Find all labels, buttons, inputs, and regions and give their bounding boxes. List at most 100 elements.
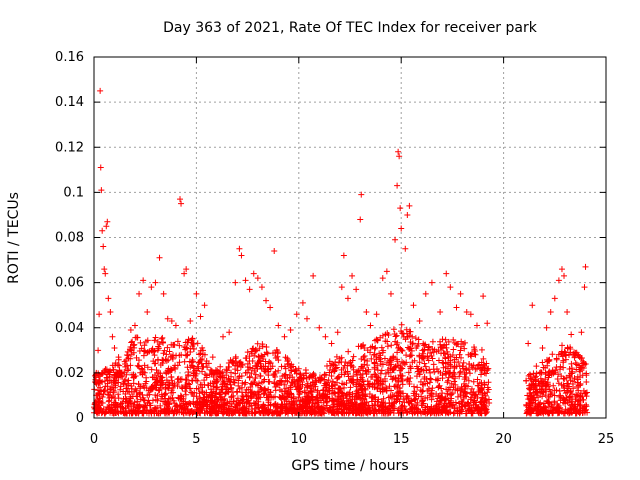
data-point [220, 333, 227, 340]
data-point [391, 405, 398, 412]
data-point [449, 351, 456, 358]
data-point [332, 390, 339, 397]
data-point [544, 381, 551, 388]
data-point [400, 396, 407, 403]
data-point [242, 407, 249, 414]
data-point [445, 359, 452, 366]
data-point [395, 392, 402, 399]
data-point [99, 400, 106, 407]
data-point [195, 359, 202, 366]
data-point [373, 311, 380, 318]
data-point [429, 409, 436, 416]
data-point [478, 371, 485, 378]
data-point [189, 340, 196, 347]
data-point [366, 404, 373, 411]
data-point [182, 398, 189, 405]
data-point [568, 365, 575, 372]
data-point [159, 338, 166, 345]
data-point [568, 331, 575, 338]
data-point [137, 339, 144, 346]
data-point [575, 397, 582, 404]
data-point [94, 410, 101, 417]
data-point [403, 406, 410, 413]
data-point [457, 290, 464, 297]
data-point [157, 370, 164, 377]
data-point [328, 340, 335, 347]
data-point [227, 403, 234, 410]
data-point [109, 333, 116, 340]
data-point [362, 392, 369, 399]
data-point [174, 338, 181, 345]
data-point [461, 402, 468, 409]
data-point [208, 371, 215, 378]
data-point [411, 408, 418, 415]
data-point [437, 369, 444, 376]
data-point [561, 375, 568, 382]
data-point [97, 164, 104, 171]
data-point [333, 403, 340, 410]
data-point [137, 403, 144, 410]
data-point [96, 391, 103, 398]
data-point [274, 353, 281, 360]
data-point [468, 394, 475, 401]
data-point [569, 370, 576, 377]
data-point [421, 360, 428, 367]
data-point [161, 347, 168, 354]
data-point [380, 395, 387, 402]
data-point [175, 375, 182, 382]
data-point [470, 378, 477, 385]
data-point [470, 362, 477, 369]
data-point [581, 361, 588, 368]
data-point [111, 379, 118, 386]
data-point [194, 340, 201, 347]
data-point [129, 393, 136, 400]
data-point [99, 409, 106, 416]
data-point [130, 342, 137, 349]
data-point [164, 344, 171, 351]
data-point [429, 355, 436, 362]
data-point [273, 410, 280, 417]
data-point [558, 408, 565, 415]
data-point [251, 390, 258, 397]
data-point [389, 376, 396, 383]
data-point [534, 389, 541, 396]
data-point [453, 354, 460, 361]
data-point [141, 369, 148, 376]
data-point [410, 383, 417, 390]
data-point [323, 381, 330, 388]
data-point [271, 380, 278, 387]
data-point [176, 352, 183, 359]
data-point [559, 342, 566, 349]
data-point [422, 341, 429, 348]
data-point [330, 389, 337, 396]
data-point [104, 388, 111, 395]
data-point [176, 402, 183, 409]
data-point [555, 277, 562, 284]
data-point [272, 387, 279, 394]
data-point [394, 382, 401, 389]
data-point [525, 340, 532, 347]
data-point [101, 266, 108, 273]
data-point [453, 363, 460, 370]
data-point [148, 284, 155, 291]
data-point [153, 367, 160, 374]
data-point [223, 372, 230, 379]
data-point [388, 342, 395, 349]
data-point [443, 400, 450, 407]
data-point [253, 394, 260, 401]
data-point [394, 356, 401, 363]
data-point [400, 390, 407, 397]
data-point [360, 354, 367, 361]
data-point [433, 398, 440, 405]
data-point [364, 358, 371, 365]
data-point [478, 346, 485, 353]
data-point [485, 386, 492, 393]
data-point [260, 356, 267, 363]
data-point [523, 377, 530, 384]
data-point [181, 270, 188, 277]
data-point [284, 361, 291, 368]
data-point [182, 376, 189, 383]
data-point [134, 362, 141, 369]
data-point [275, 322, 282, 329]
data-point [318, 409, 325, 416]
